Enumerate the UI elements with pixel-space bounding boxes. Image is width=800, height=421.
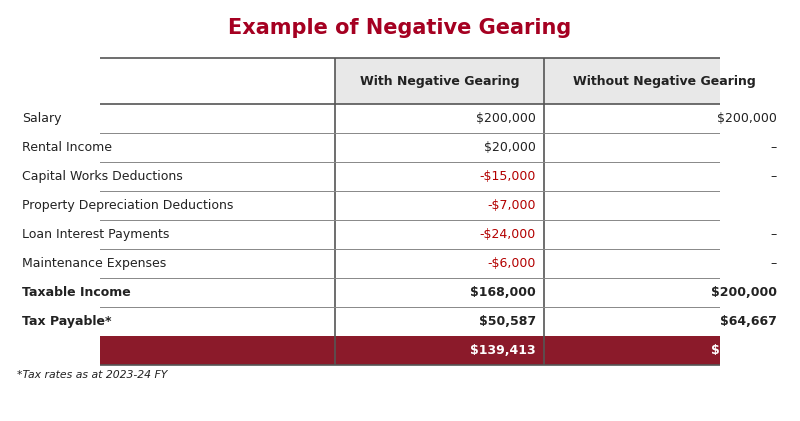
Text: –: – [770, 257, 777, 270]
Text: -$24,000: -$24,000 [480, 228, 536, 241]
Text: Rental Income: Rental Income [22, 141, 112, 154]
Text: $64,667: $64,667 [720, 315, 777, 328]
Text: $200,000: $200,000 [711, 286, 777, 299]
Text: –: – [770, 141, 777, 154]
Text: Taxable Income: Taxable Income [22, 286, 130, 299]
Text: Tax Payable*: Tax Payable* [22, 315, 111, 328]
Text: -$15,000: -$15,000 [480, 170, 536, 183]
Text: Without Negative Gearing: Without Negative Gearing [573, 75, 756, 88]
Text: -$7,000: -$7,000 [487, 199, 536, 212]
Text: Property Depreciation Deductions: Property Depreciation Deductions [22, 199, 234, 212]
Text: Net Cash: Net Cash [22, 344, 85, 357]
Text: *Tax rates as at 2023-24 FY: *Tax rates as at 2023-24 FY [17, 370, 167, 380]
Bar [15, 336, 785, 365]
Text: Maintenance Expenses: Maintenance Expenses [22, 257, 166, 270]
Text: With Negative Gearing: With Negative Gearing [359, 75, 519, 88]
Text: $200,000: $200,000 [476, 112, 536, 125]
Text: $50,587: $50,587 [479, 315, 536, 328]
Text: $20,000: $20,000 [484, 141, 536, 154]
Text: $139,413: $139,413 [470, 344, 536, 357]
Text: –: – [770, 228, 777, 241]
Text: $168,000: $168,000 [470, 286, 536, 299]
Text: $135,333: $135,333 [711, 344, 777, 357]
Text: Example of Negative Gearing: Example of Negative Gearing [228, 18, 572, 38]
Text: Capital Works Deductions: Capital Works Deductions [22, 170, 182, 183]
Text: $200,000: $200,000 [717, 112, 777, 125]
Text: -$6,000: -$6,000 [488, 257, 536, 270]
Text: Loan Interest Payments: Loan Interest Payments [22, 228, 170, 241]
Text: Salary: Salary [22, 112, 62, 125]
Text: –: – [770, 170, 777, 183]
